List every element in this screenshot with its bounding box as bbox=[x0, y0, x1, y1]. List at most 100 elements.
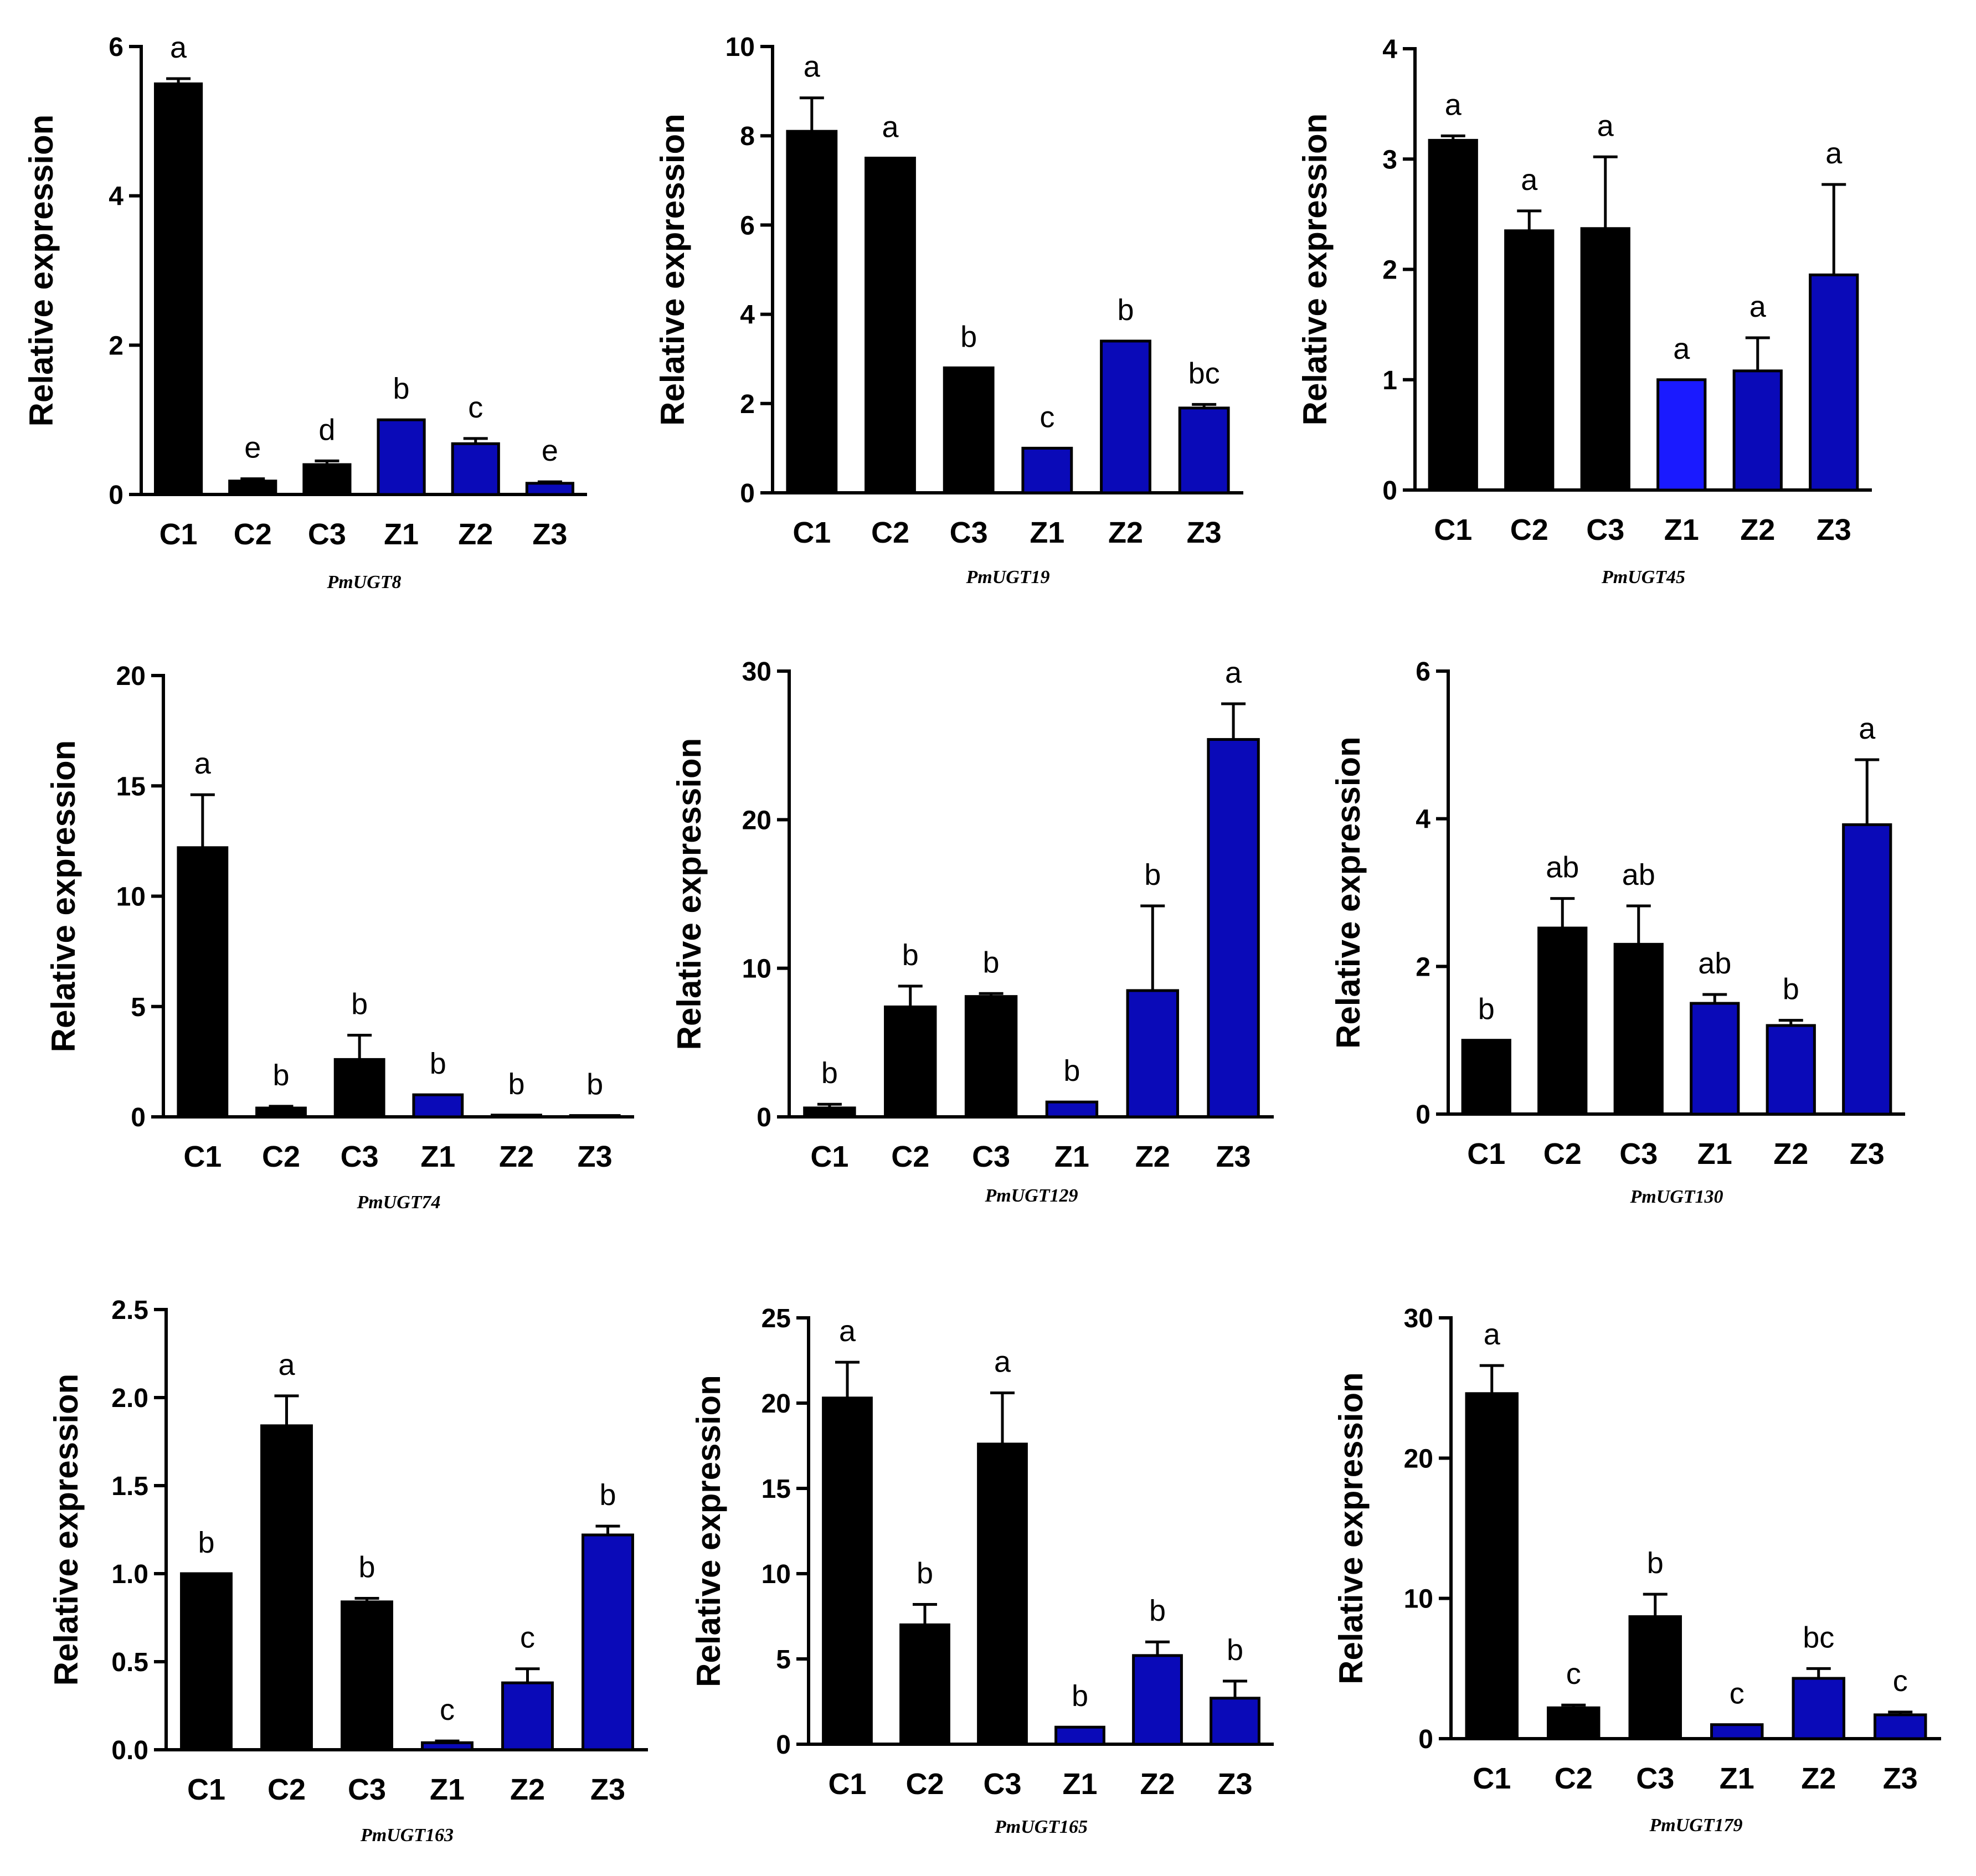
significance-letter-C3: b bbox=[358, 1551, 375, 1584]
significance-letter-Z1: b bbox=[1072, 1679, 1088, 1713]
significance-letter-C1: a bbox=[839, 1315, 856, 1348]
x-tick-label-C3: C3 bbox=[308, 518, 346, 551]
y-tick-label: 0 bbox=[740, 479, 755, 508]
y-tick-label: 5 bbox=[131, 993, 146, 1022]
significance-letter-Z2: a bbox=[1749, 290, 1767, 323]
bar-Z3 bbox=[525, 482, 575, 496]
x-tick-label-C3: C3 bbox=[972, 1140, 1010, 1173]
y-axis-title: Relative expression bbox=[1332, 1372, 1370, 1684]
x-tick-label-C3: C3 bbox=[1636, 1762, 1674, 1795]
significance-letter-Z2: b bbox=[1783, 973, 1799, 1006]
y-tick-label: 25 bbox=[761, 1304, 791, 1333]
x-tick-label-Z2: Z2 bbox=[510, 1773, 545, 1806]
chart-panel-PmUGT179: 0 10 20 30 Relative expression a C1 c C2 b C3 c Z1 bc… bbox=[1332, 1304, 1941, 1836]
bar-Z1 bbox=[1690, 1002, 1740, 1116]
y-tick-label: 0 bbox=[109, 481, 124, 510]
significance-letter-C3: b bbox=[983, 946, 1000, 979]
chart-panel-PmUGT74: 0 5 10 15 20 Relative expression a C1 b C2 b C3 b Z1 b… bbox=[45, 662, 634, 1213]
bar-Z2 bbox=[1100, 339, 1151, 494]
bar-Z2 bbox=[1732, 369, 1783, 492]
bar-C3 bbox=[1613, 942, 1664, 1116]
x-tick-label-C2: C2 bbox=[891, 1140, 929, 1173]
y-axis-title: Relative expression bbox=[690, 1375, 727, 1687]
y-tick-label: 10 bbox=[725, 33, 755, 62]
y-tick-label: 2 bbox=[1382, 256, 1397, 285]
bar-C3 bbox=[341, 1600, 393, 1751]
y-tick-label: 6 bbox=[109, 33, 124, 62]
y-tick-label: 30 bbox=[1404, 1304, 1433, 1333]
significance-letter-Z2: b bbox=[1149, 1594, 1166, 1627]
significance-letter-C3: d bbox=[318, 413, 335, 446]
bar-Z1 bbox=[1021, 446, 1073, 494]
x-tick-label-Z2: Z2 bbox=[499, 1140, 534, 1173]
significance-letter-C3: a bbox=[994, 1346, 1011, 1379]
chart-panel-PmUGT130: 0 2 4 6 Relative expression b C1 ab C2 ab C3 ab Z1 b Z… bbox=[1330, 657, 1905, 1207]
bar-Z3 bbox=[1809, 273, 1859, 492]
bar-C1 bbox=[1461, 1039, 1511, 1116]
y-axis-title: Relative expression bbox=[23, 115, 60, 427]
bar-C3 bbox=[302, 463, 352, 496]
significance-letter-Z2: b bbox=[508, 1068, 524, 1101]
y-tick-label: 6 bbox=[1416, 657, 1430, 687]
x-tick-label-C2: C2 bbox=[234, 518, 272, 551]
bar-C2 bbox=[1547, 1706, 1601, 1740]
x-tick-label-Z3: Z3 bbox=[532, 518, 567, 551]
bar-Z2 bbox=[1126, 989, 1179, 1119]
significance-letter-C1: a bbox=[1484, 1318, 1501, 1351]
x-tick-label-C2: C2 bbox=[1510, 513, 1548, 547]
y-tick-label: 0.0 bbox=[111, 1736, 148, 1765]
x-tick-label-Z2: Z2 bbox=[1140, 1767, 1175, 1801]
significance-letter-C1: a bbox=[1445, 88, 1462, 121]
x-tick-label-C3: C3 bbox=[341, 1140, 379, 1173]
x-tick-label-C2: C2 bbox=[262, 1140, 300, 1173]
x-tick-label-C1: C1 bbox=[1467, 1137, 1505, 1171]
y-tick-label: 2.0 bbox=[111, 1384, 148, 1413]
y-tick-label: 8 bbox=[740, 122, 755, 151]
bar-Z1 bbox=[1045, 1100, 1099, 1119]
significance-letter-Z3: c bbox=[1893, 1664, 1908, 1698]
significance-letter-Z1: b bbox=[393, 372, 410, 405]
chart-title: PmUGT163 bbox=[360, 1825, 454, 1846]
bar-Z3 bbox=[1842, 823, 1892, 1116]
bar-Z1 bbox=[1710, 1723, 1764, 1740]
y-axis-title: Relative expression bbox=[654, 114, 691, 426]
bar-Z1 bbox=[1656, 378, 1707, 492]
significance-letter-Z3: b bbox=[586, 1068, 603, 1101]
x-tick-label-Z1: Z1 bbox=[430, 1773, 465, 1806]
y-tick-label: 3 bbox=[1382, 145, 1397, 174]
significance-letter-C2: b bbox=[272, 1059, 289, 1092]
significance-letter-Z2: b bbox=[1117, 293, 1134, 327]
significance-letter-C3: b bbox=[351, 988, 368, 1021]
significance-letter-Z2: c bbox=[468, 391, 483, 424]
significance-letter-C2: a bbox=[278, 1348, 295, 1382]
x-tick-label-Z3: Z3 bbox=[1817, 513, 1851, 547]
bar-C2 bbox=[228, 480, 277, 496]
bar-C2 bbox=[899, 1623, 950, 1746]
chart-panel-PmUGT165: 0 5 10 15 20 25 Relative expression a C1 b C2 a C3 b Z… bbox=[690, 1304, 1274, 1837]
bar-C2 bbox=[260, 1424, 313, 1751]
significance-letter-Z2: c bbox=[520, 1621, 535, 1655]
significance-letter-Z3: e bbox=[542, 434, 558, 467]
significance-letter-Z1: c bbox=[440, 1693, 455, 1726]
bar-C1 bbox=[822, 1396, 873, 1746]
y-tick-label: 20 bbox=[1404, 1444, 1433, 1473]
bar-Z2 bbox=[451, 442, 500, 496]
significance-letter-Z2: b bbox=[1144, 858, 1161, 891]
y-axis-title: Relative expression bbox=[671, 738, 708, 1050]
bar-Z1 bbox=[1054, 1725, 1105, 1746]
chart-panel-PmUGT129: 0 10 20 30 Relative expression b C1 b C2 b C3 b Z1 b Z… bbox=[671, 656, 1274, 1206]
significance-letter-Z1: c bbox=[1730, 1677, 1745, 1710]
bar-C3 bbox=[977, 1442, 1028, 1746]
x-tick-label-C1: C1 bbox=[187, 1773, 225, 1806]
y-tick-label: 20 bbox=[761, 1389, 791, 1419]
y-tick-label: 2.5 bbox=[111, 1296, 148, 1325]
y-tick-label: 10 bbox=[742, 955, 771, 984]
bar-C3 bbox=[1628, 1615, 1682, 1740]
significance-letter-Z3: b bbox=[599, 1478, 616, 1512]
y-tick-label: 4 bbox=[109, 182, 124, 212]
y-tick-label: 0 bbox=[757, 1103, 771, 1132]
x-tick-label-Z1: Z1 bbox=[1697, 1137, 1732, 1171]
significance-letter-C2: ab bbox=[1546, 851, 1579, 884]
bar-C1 bbox=[803, 1106, 856, 1119]
x-tick-label-Z2: Z2 bbox=[1740, 513, 1775, 547]
